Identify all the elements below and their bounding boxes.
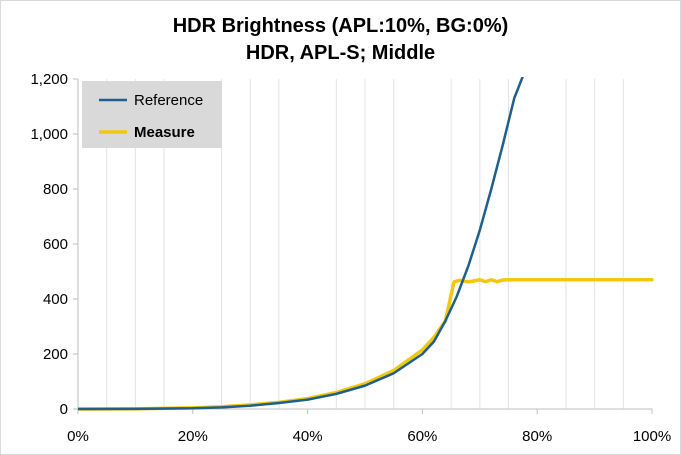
y-tick-label: 800: [43, 181, 68, 198]
legend-box: [82, 81, 222, 148]
chart-subtitle: HDR, APL-S; Middle: [245, 42, 436, 64]
x-tick-label: 0%: [67, 428, 89, 445]
y-tick-label: 1,000: [30, 126, 68, 143]
x-tick-label: 100%: [633, 428, 671, 445]
y-tick-label: 1,200: [30, 71, 68, 88]
legend-label-measure: Measure: [134, 124, 195, 141]
y-tick-label: 200: [43, 346, 68, 363]
x-tick-label: 40%: [293, 428, 323, 445]
x-tick-label: 80%: [522, 428, 552, 445]
series-line-reference: [78, 77, 524, 411]
legend-label-reference: Reference: [134, 92, 203, 109]
chart-title: HDR Brightness (APL:10%, BG:0%): [172, 15, 509, 37]
chart-title-block: HDR Brightness (APL:10%, BG:0%) HDR, APL…: [1, 13, 680, 67]
x-tick-label: 60%: [407, 428, 437, 445]
x-tick-label: 20%: [178, 428, 208, 445]
y-tick-label: 0: [60, 401, 68, 418]
y-tick-label: 600: [43, 236, 68, 253]
y-tick-label: 400: [43, 291, 68, 308]
